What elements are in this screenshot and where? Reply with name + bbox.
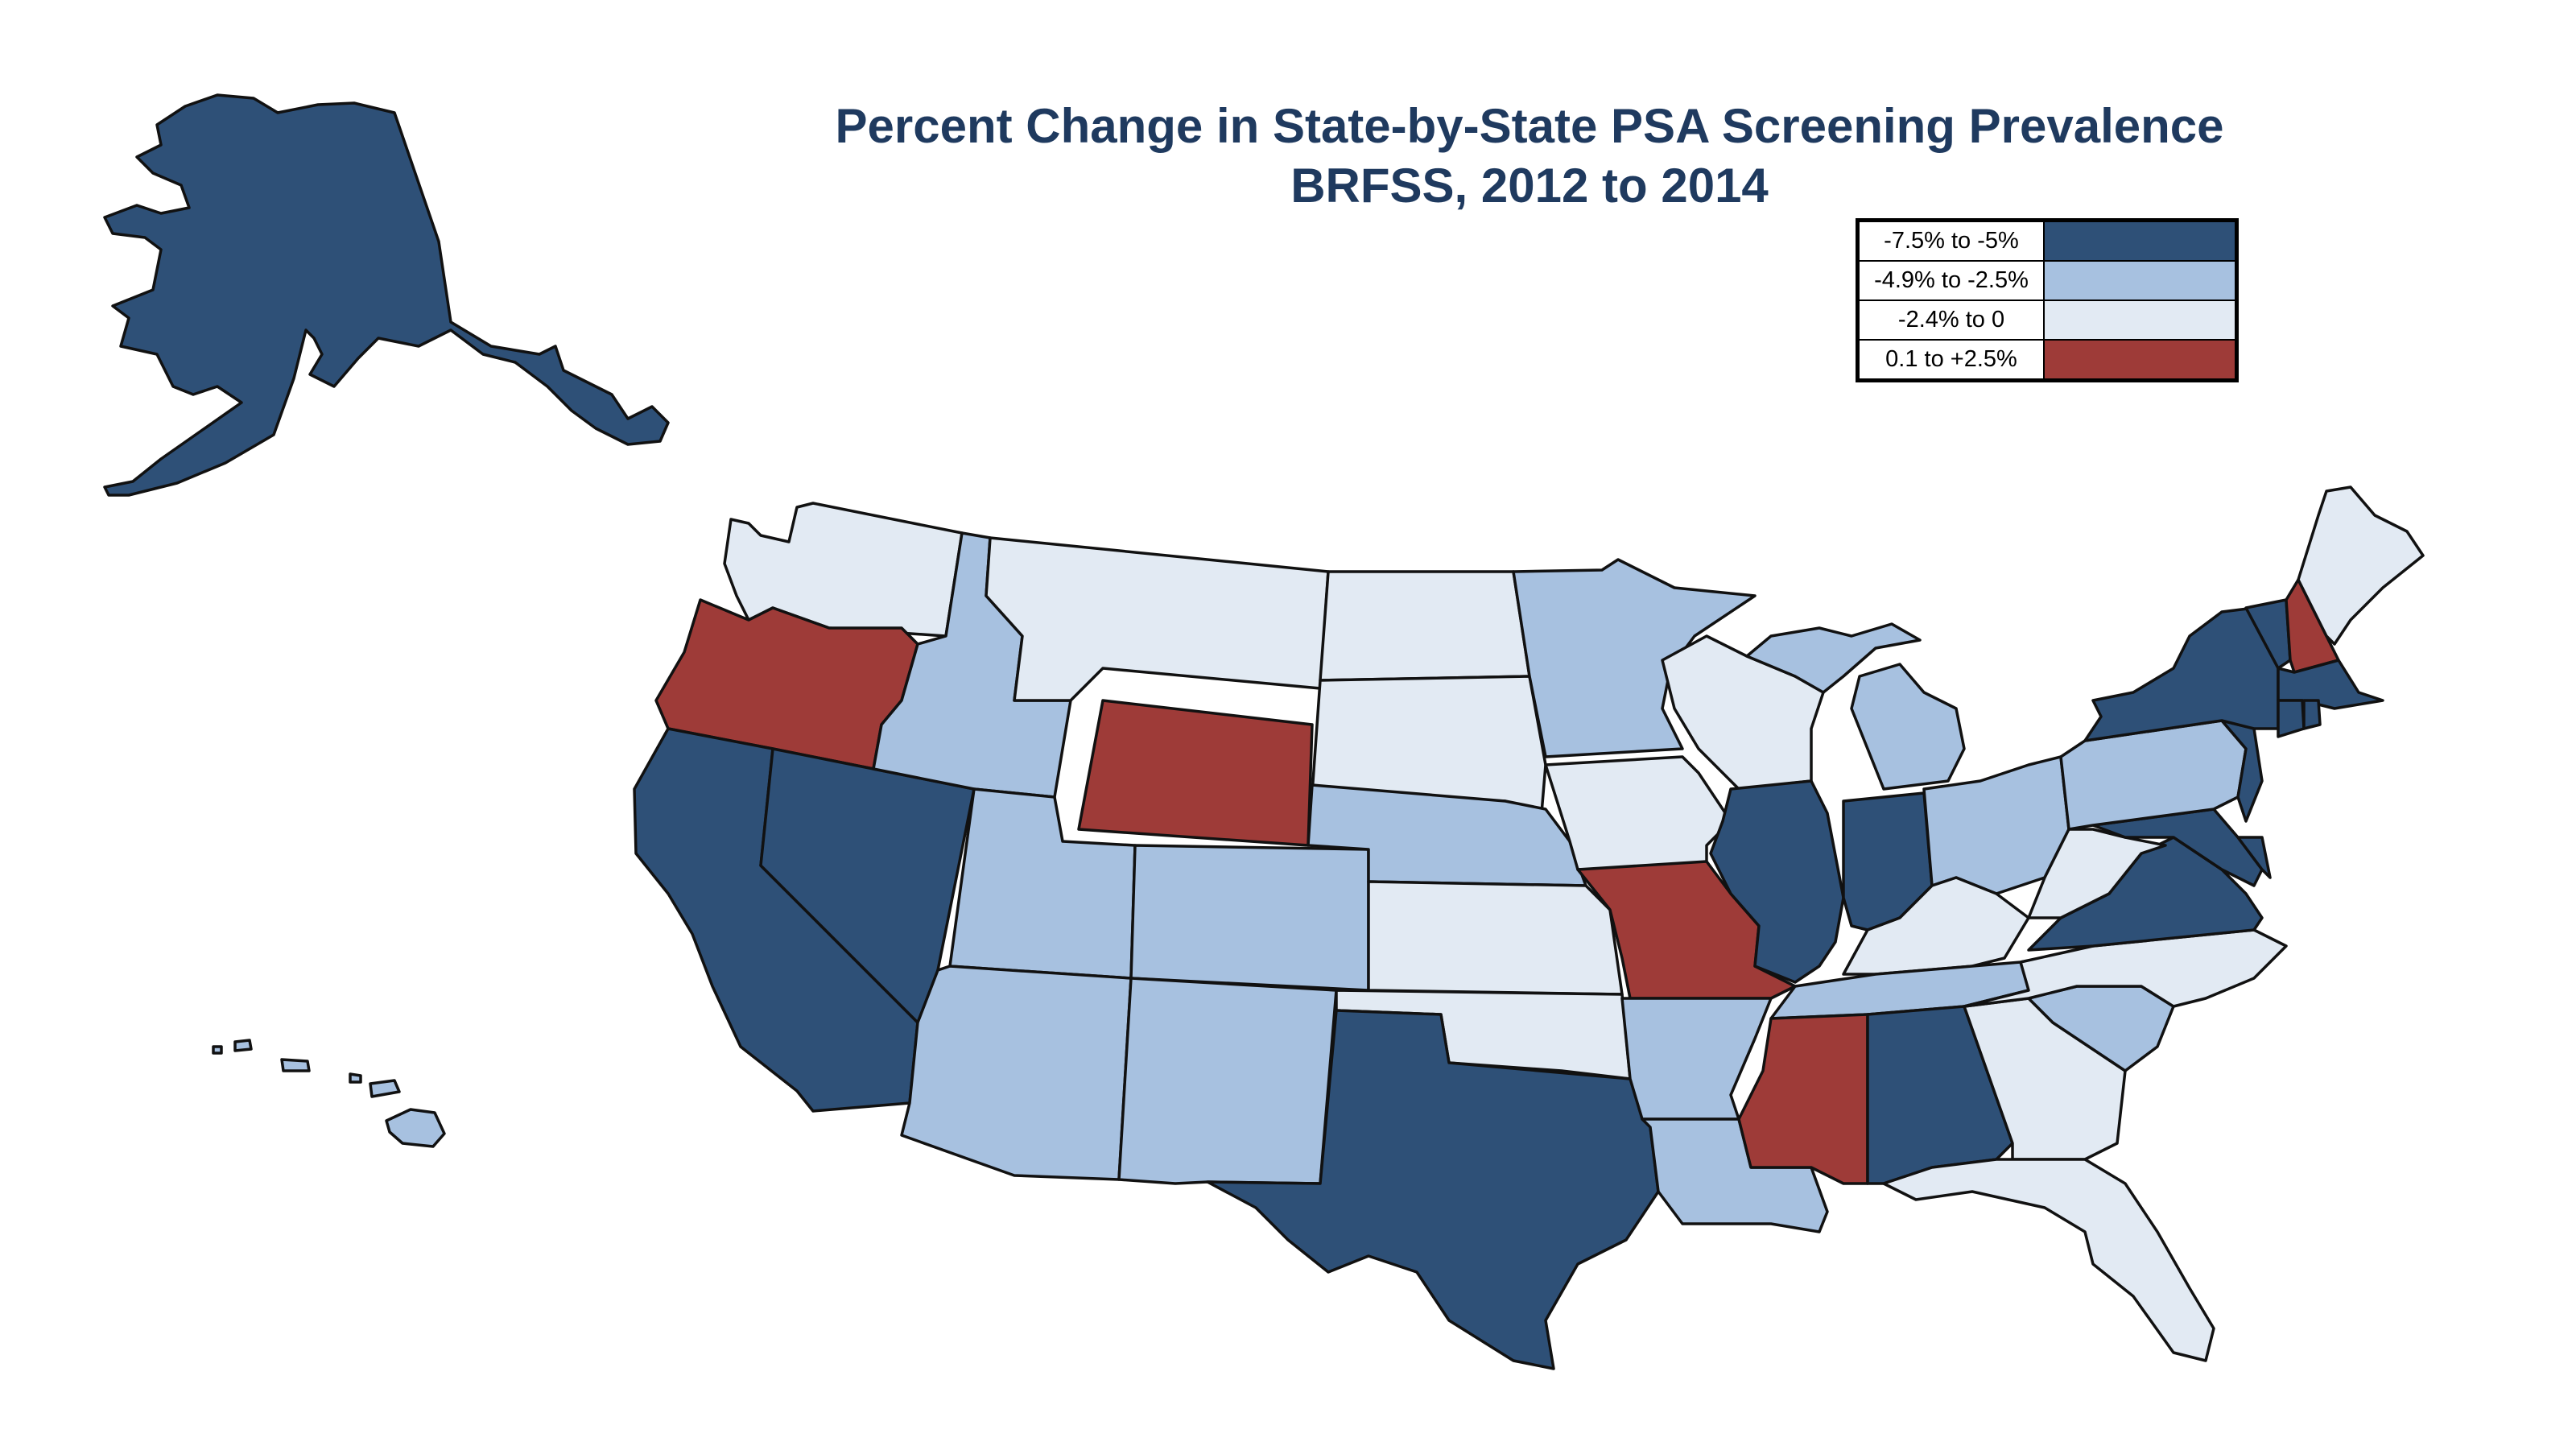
state-me (2297, 485, 2425, 646)
legend-label: 0.1 to +2.5% (1860, 341, 2045, 378)
state-wv (2027, 828, 2167, 919)
state-nd (1319, 570, 1531, 682)
legend-label: -7.5% to -5% (1860, 222, 2045, 260)
state-hi-1 (212, 1045, 223, 1055)
state-fl (1882, 1158, 2215, 1362)
state-ia (1544, 755, 1732, 871)
state-ms (1737, 1013, 1869, 1185)
state-az (900, 965, 1133, 1181)
state-ak (103, 93, 670, 497)
legend-row: -7.5% to -5% (1860, 222, 2235, 260)
legend-swatch (2045, 262, 2235, 300)
legend-swatch (2045, 222, 2235, 260)
map-title-line-1: Percent Change in State-by-State PSA Scr… (835, 99, 2224, 153)
legend-row: -4.9% to -2.5% (1860, 260, 2235, 300)
state-mi-upper (1745, 622, 1922, 694)
map-title-line-2: BRFSS, 2012 to 2014 (1290, 159, 1769, 213)
state-mi (1850, 663, 1966, 791)
state-il (1709, 779, 1845, 984)
legend: -7.5% to -5% -4.9% to -2.5% -2.4% to 0 0… (1856, 218, 2239, 382)
state-hi-2 (233, 1039, 253, 1052)
state-ks (1367, 880, 1624, 996)
state-co (1129, 844, 1370, 992)
legend-row: -2.4% to 0 (1860, 300, 2235, 339)
state-hi-6 (385, 1108, 446, 1148)
legend-swatch (2045, 301, 2235, 339)
state-wi (1661, 634, 1825, 791)
state-nm (1117, 977, 1338, 1185)
state-ar (1620, 997, 1773, 1121)
state-mt (985, 536, 1330, 702)
state-ri (2302, 699, 2322, 730)
state-ny (2083, 606, 2280, 742)
legend-row: 0.1 to +2.5% (1860, 339, 2235, 378)
legend-label: -2.4% to 0 (1860, 301, 2045, 339)
legend-swatch (2045, 341, 2235, 378)
state-wy (1077, 699, 1314, 847)
legend-label: -4.9% to -2.5% (1860, 262, 2045, 300)
state-hi-5 (369, 1079, 401, 1098)
state-hi-4 (349, 1072, 362, 1084)
state-hi-3 (280, 1058, 311, 1072)
state-ct (2277, 699, 2306, 738)
state-de (2236, 836, 2272, 879)
state-md (2091, 808, 2264, 887)
